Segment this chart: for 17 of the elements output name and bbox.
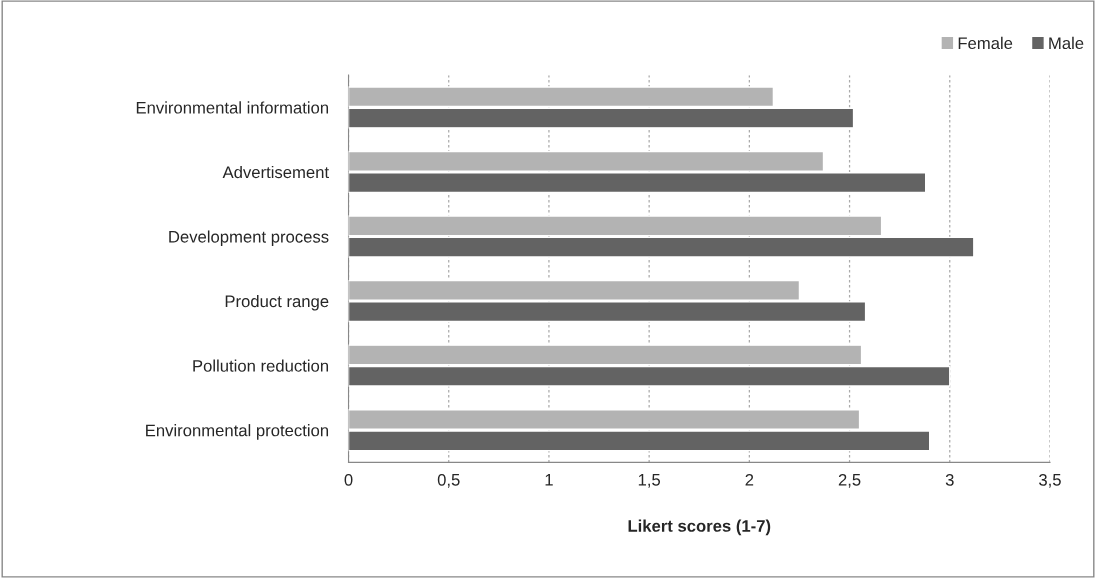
x-tick-label: 0,5 [437, 473, 460, 488]
x-axis-title: Likert scores (1-7) [628, 519, 771, 536]
x-tick-label: 3,5 [1039, 473, 1061, 488]
x-tick-label: 1,5 [638, 474, 661, 488]
y-tick-label: Advertisement [222, 165, 329, 179]
x-tick-label: 1 [545, 474, 553, 486]
y-tick-label: Environmental protection [146, 424, 329, 440]
x-tick-label: 0 [344, 473, 353, 486]
y-tick-label: Development process [169, 230, 329, 246]
y-tick-label: Environmental information [136, 101, 329, 114]
y-tick-label: Product range [225, 295, 329, 311]
y-tick-label: Pollution reduction [193, 359, 329, 372]
legend-label: Male [1049, 36, 1084, 50]
legend-label: Female [958, 36, 1013, 50]
x-tick-label: 2,5 [838, 473, 861, 488]
x-tick-label: 3 [945, 473, 954, 486]
x-tick-label: 2 [745, 473, 754, 486]
